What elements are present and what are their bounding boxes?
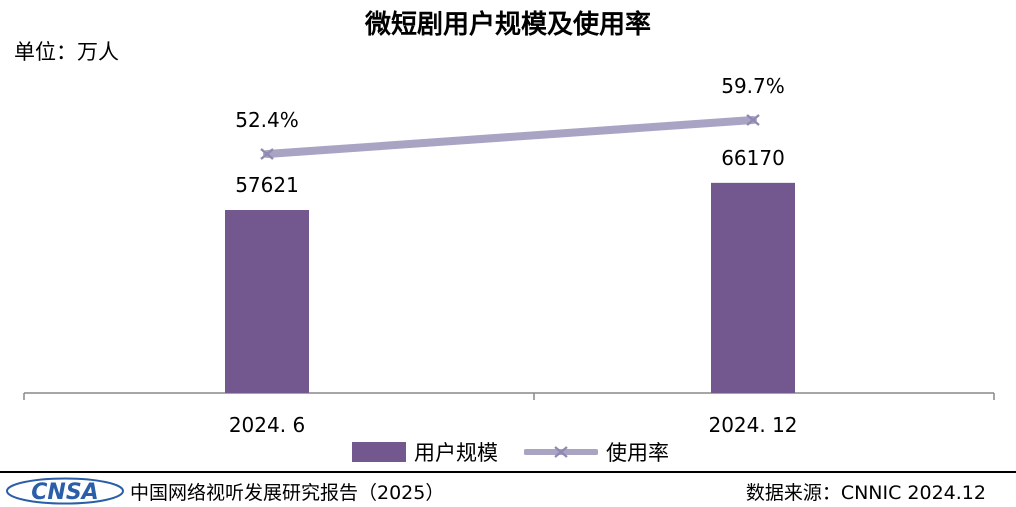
footer-divider [0,471,1016,473]
legend-bar-swatch [352,442,406,462]
bar [711,182,795,393]
usage-rate-line [263,116,757,158]
legend-item-bar: 用户规模 [352,437,498,467]
bar-value-label: 57621 [235,173,299,197]
usage-rate-point [746,114,760,126]
legend-label-line: 使用率 [606,441,669,465]
footer: CNSA 中国网络视听发展研究报告（2025） 数据来源：CNNIC 2024.… [0,476,1016,507]
unit-label: 单位：万人 [14,40,119,64]
x-tick-label: 2024. 6 [229,413,305,437]
line-value-label: 59.7% [721,74,785,98]
usage-rate-point [260,148,274,160]
chart-plot-area: 57621 2024. 6 66170 2024. 12 52.4% 59.7% [23,74,995,437]
data-source: 数据来源：CNNIC 2024.12 [745,482,986,504]
legend-item-line: 使用率 [524,437,669,467]
bar-value-label: 66170 [721,146,785,170]
legend: 用户规模 使用率 [352,437,669,467]
cnsa-logo: CNSA [6,477,124,505]
legend-line-swatch [524,446,598,458]
chart-title: 微短剧用户规模及使用率 [364,10,651,40]
x-tick-label: 2024. 12 [708,413,797,437]
legend-label-bar: 用户规模 [414,441,498,465]
line-value-label: 52.4% [235,108,299,132]
report-name: 中国网络视听发展研究报告（2025） [130,482,445,504]
svg-text:CNSA: CNSA [31,480,98,505]
bar [225,210,309,393]
